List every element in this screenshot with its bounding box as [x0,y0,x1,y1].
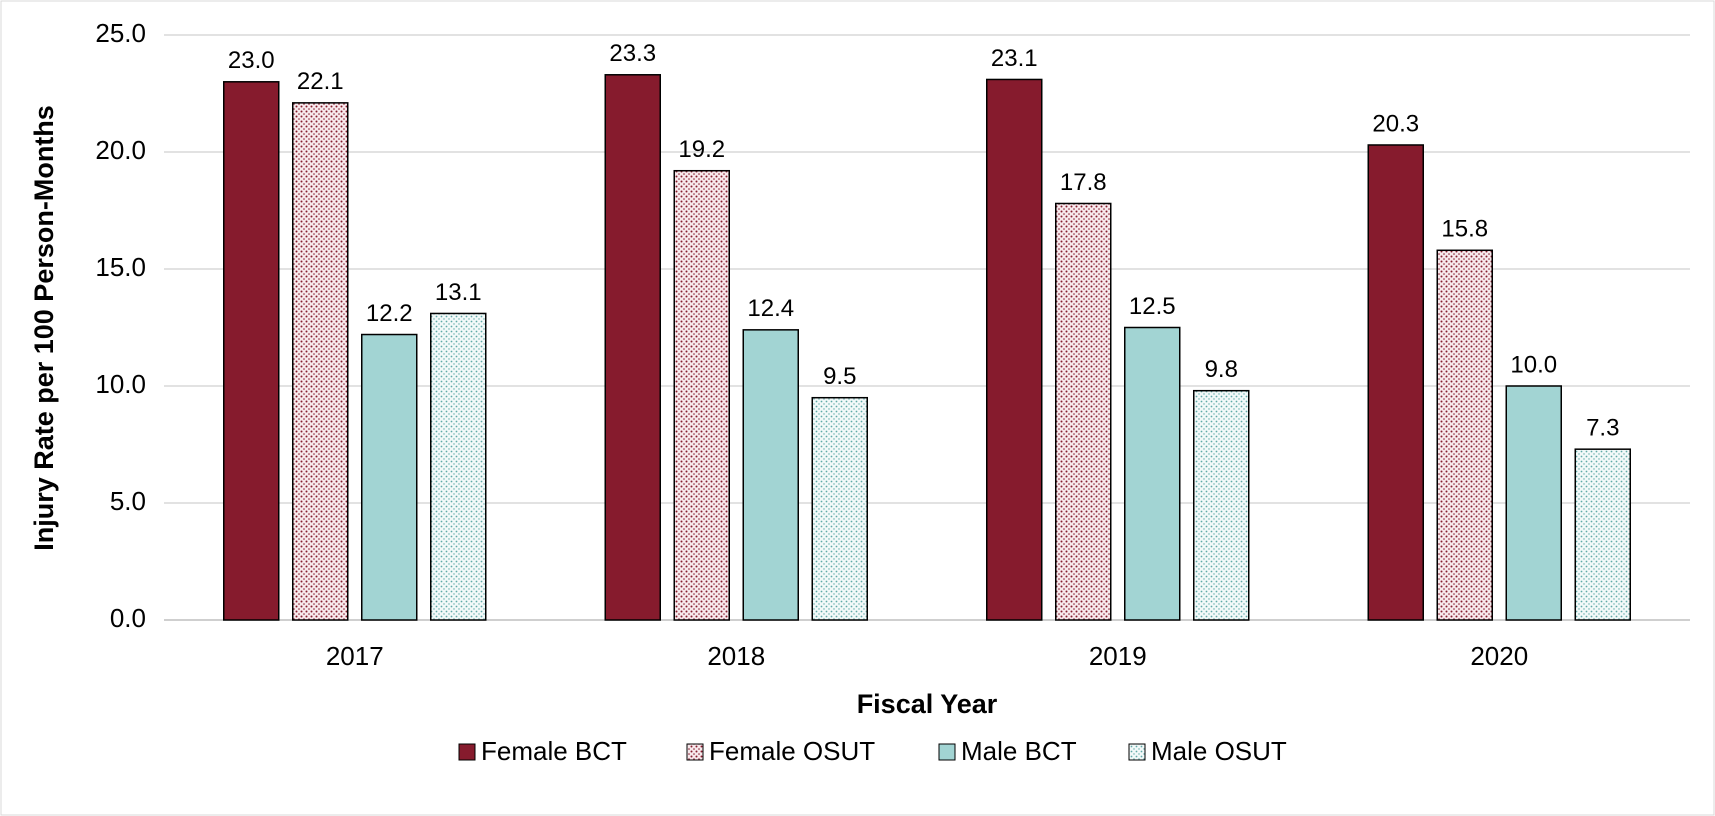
y-tick-label: 0.0 [110,603,146,633]
y-tick-label: 10.0 [95,369,146,399]
bar [1574,448,1631,621]
value-label: 9.5 [823,363,856,390]
x-tick-label: 2019 [1089,641,1147,671]
value-label: 23.3 [609,40,656,67]
bar [1505,385,1562,621]
bar [742,329,799,621]
value-label: 19.2 [678,136,725,163]
legend-label: Male BCT [961,736,1077,766]
bar [604,74,661,621]
bar [986,78,1043,621]
bar [1367,144,1424,621]
bar [811,396,868,621]
legend-swatch [938,743,956,761]
value-label: 20.3 [1372,110,1419,137]
legend-label: Male OSUT [1151,736,1287,766]
legend-swatch [1128,743,1146,761]
bar [1055,202,1112,621]
legend-swatch [686,743,704,761]
bar [1124,326,1181,621]
bar [361,333,418,621]
y-tick-label: 15.0 [95,252,146,282]
y-tick-label: 25.0 [95,18,146,48]
y-tick-label: 20.0 [95,135,146,165]
value-label: 9.8 [1205,356,1238,383]
bar [1436,249,1493,621]
y-tick-label: 5.0 [110,486,146,516]
bar [430,312,487,621]
value-label: 15.8 [1441,216,1488,243]
legend-label: Female OSUT [709,736,875,766]
bar [292,102,349,621]
value-label: 12.4 [747,295,794,322]
y-axis-label: Injury Rate per 100 Person-Months [29,105,59,551]
value-label: 22.1 [297,68,344,95]
x-tick-label: 2018 [707,641,765,671]
x-tick-label: 2017 [326,641,384,671]
bar [223,81,280,621]
legend-label: Female BCT [481,736,627,766]
legend-swatch [458,743,476,761]
value-label: 23.1 [991,45,1038,72]
value-label: 17.8 [1060,169,1107,196]
value-label: 13.1 [435,279,482,306]
value-label: 12.2 [366,300,413,327]
value-label: 7.3 [1586,415,1619,442]
value-label: 23.0 [228,47,275,74]
value-label: 10.0 [1510,351,1557,378]
value-label: 12.5 [1129,293,1176,320]
x-axis-label: Fiscal Year [857,689,998,719]
bar [1193,389,1250,621]
bar [673,169,730,621]
x-tick-label: 2020 [1470,641,1528,671]
